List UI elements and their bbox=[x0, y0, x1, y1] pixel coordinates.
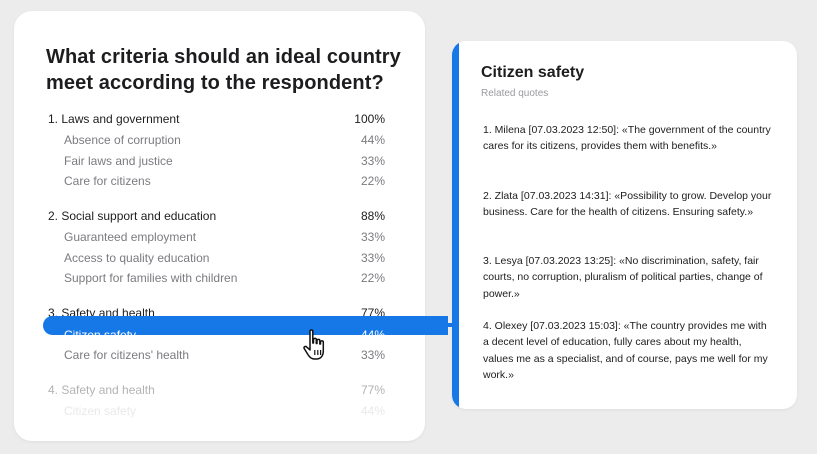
category-label: 4. Safety and health bbox=[48, 383, 155, 397]
criterion-percent: 22% bbox=[360, 174, 385, 188]
criterion-label: Guaranteed employment bbox=[64, 230, 197, 244]
criterion-percent: 44% bbox=[360, 133, 385, 147]
criterion-row-guaranteed-employment[interactable]: Guaranteed employment 33% bbox=[48, 228, 385, 246]
quote-item: 3. Lesya [07.03.2023 13:25]: «No discrim… bbox=[483, 255, 763, 300]
category-row-social-support[interactable]: 2. Social support and education 88% bbox=[48, 207, 385, 225]
criterion-percent: 44% bbox=[360, 404, 385, 418]
criterion-row-health-care[interactable]: Care for citizens' health 33% bbox=[48, 346, 385, 364]
criterion-row-quality-education[interactable]: Access to quality education 33% bbox=[48, 249, 385, 267]
quote-item: 1. Milena [07.03.2023 12:50]: «The gover… bbox=[483, 124, 771, 153]
category-label: 1. Laws and government bbox=[48, 112, 180, 126]
quote-item: 4. Olexey [07.03.2023 15:03]: «The count… bbox=[483, 320, 768, 382]
panel-subtitle: Related quotes bbox=[481, 88, 549, 99]
criterion-label: Fair laws and justice bbox=[64, 154, 173, 168]
selected-row-highlight[interactable] bbox=[43, 316, 448, 335]
criterion-row-citizen-safety[interactable]: Citizen safety 44% bbox=[48, 326, 385, 344]
category-row-laws-government[interactable]: 1. Laws and government 100% bbox=[48, 110, 385, 128]
criterion-row-absence-of-corruption[interactable]: Absence of corruption 44% bbox=[48, 131, 385, 149]
criterion-percent: 33% bbox=[360, 154, 385, 168]
category-percent: 77% bbox=[360, 383, 385, 397]
criterion-row-family-support[interactable]: Support for families with children 22% bbox=[48, 269, 385, 287]
criterion-label: Citizen safety bbox=[64, 404, 137, 418]
criterion-label: Absence of corruption bbox=[64, 133, 181, 147]
quote-item: 2. Zlata [07.03.2023 14:31]: «Possibilit… bbox=[483, 190, 772, 219]
criterion-percent: 33% bbox=[360, 251, 385, 265]
question-title: What criteria should an ideal country me… bbox=[46, 46, 401, 94]
criterion-label: Access to quality education bbox=[64, 251, 210, 265]
category-percent: 100% bbox=[354, 112, 385, 126]
quotes-panel: Citizen safety Related quotes 1. Milena … bbox=[452, 41, 797, 409]
panel-accent-bar bbox=[452, 41, 459, 409]
criterion-percent: 22% bbox=[360, 271, 385, 285]
criterion-row-citizen-safety-2[interactable]: Citizen safety 44% bbox=[48, 402, 385, 420]
criterion-label: Care for citizens' health bbox=[64, 348, 190, 362]
criterion-label: Support for families with children bbox=[64, 271, 238, 285]
category-row-safety-health-2[interactable]: 4. Safety and health 77% bbox=[48, 381, 385, 399]
criterion-row-fair-laws[interactable]: Fair laws and justice 33% bbox=[48, 152, 385, 170]
category-percent: 88% bbox=[360, 209, 385, 223]
hand-pointer-icon bbox=[301, 328, 331, 362]
criteria-card: What criteria should an ideal country me… bbox=[14, 11, 425, 441]
criterion-percent: 33% bbox=[360, 348, 385, 362]
selection-connector bbox=[425, 323, 459, 327]
criterion-percent: 44% bbox=[360, 328, 385, 342]
criterion-label: Care for citizens bbox=[64, 174, 151, 188]
panel-title: Citizen safety bbox=[481, 64, 585, 81]
criterion-percent: 33% bbox=[360, 230, 385, 244]
criterion-row-care-for-citizens[interactable]: Care for citizens 22% bbox=[48, 172, 385, 190]
category-label: 2. Social support and education bbox=[48, 209, 217, 223]
criterion-label: Citizen safety bbox=[64, 328, 137, 342]
